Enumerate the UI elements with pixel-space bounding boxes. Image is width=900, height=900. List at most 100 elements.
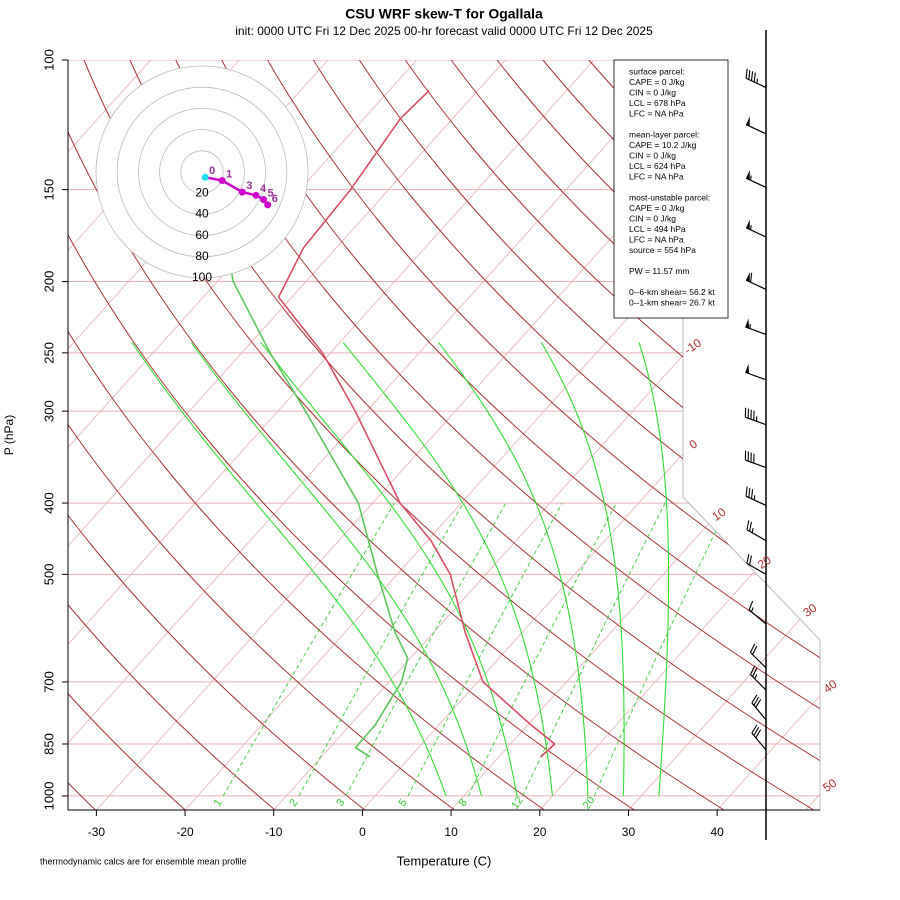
mixing-ratio-label: 5 (396, 797, 409, 809)
dewpoint-profile (229, 264, 409, 758)
isotherm-label: 0 (686, 436, 700, 451)
wind-barb (745, 116, 767, 135)
dry-adiabat (68, 60, 366, 810)
hodograph-background (96, 66, 308, 278)
info-line: surface parcel: (629, 66, 685, 76)
barb-half-feather (750, 225, 752, 230)
hodograph-ring-label: 60 (195, 228, 209, 242)
isotherm (68, 60, 595, 810)
y-tick-label: 250 (41, 342, 56, 364)
info-line: LFC = NA hPa (629, 171, 684, 181)
isotherm (628, 60, 820, 810)
hodograph-ring (180, 150, 224, 194)
y-tick-label: 1000 (41, 781, 56, 810)
x-tick-label: 40 (710, 825, 724, 839)
info-line: CAPE = 0 J/kg (629, 203, 685, 213)
barb-feather (749, 555, 752, 566)
isotherm (68, 60, 506, 810)
hodograph-height-label: 0 (209, 165, 215, 177)
x-tick-label: -30 (88, 825, 106, 839)
wind-barb (746, 520, 767, 542)
info-line: LCL = 494 hPa (629, 224, 686, 234)
mixing-ratio-label: 8 (457, 797, 470, 809)
wind-barb (745, 318, 767, 336)
isotherm-label: 40 (821, 677, 840, 696)
mixing-ratio-label: 3 (334, 797, 347, 809)
info-line: CAPE = 0 J/kg (629, 77, 685, 87)
hodograph-height-label: 6 (272, 193, 278, 205)
barb-staff (745, 459, 767, 469)
barb-staff (745, 124, 767, 135)
barb-feather (753, 696, 760, 706)
isotherm-label: 10 (709, 505, 728, 524)
info-line: most-unstable parcel: (629, 192, 710, 202)
wind-barb (749, 665, 767, 691)
barb-flag (746, 219, 750, 230)
hodograph-ring-label: 20 (195, 185, 209, 199)
barb-feather (753, 727, 760, 736)
y-tick-label: 700 (41, 671, 56, 693)
x-tick-label: -10 (265, 825, 283, 839)
wind-barb (751, 694, 767, 721)
barb-staff (745, 371, 767, 381)
x-tick-label: 20 (533, 825, 547, 839)
y-tick-label: 100 (41, 49, 56, 71)
barb-feather (745, 68, 748, 79)
wind-barb (748, 600, 767, 625)
barb-feather (751, 724, 758, 734)
moist-adiabat (638, 342, 670, 796)
barb-staff (751, 702, 767, 721)
info-line: CIN = 0 J/kg (629, 150, 676, 160)
info-line: LCL = 678 hPa (629, 98, 686, 108)
barb-staff (750, 674, 767, 691)
x-tick-label: -20 (176, 825, 194, 839)
info-line: CAPE = 10.2 J/kg (629, 140, 697, 150)
isotherm (716, 60, 820, 810)
hodograph-point (264, 201, 272, 209)
dry-adiabat (313, 60, 820, 810)
info-box-frame (613, 59, 729, 319)
barb-half-feather (753, 495, 756, 501)
isotherm-label: 50 (820, 776, 839, 795)
hodograph-point (218, 176, 226, 184)
hodograph-height-label: 4 (260, 183, 267, 195)
barb-flag (746, 116, 750, 127)
barb-feather (750, 489, 754, 499)
mixing-ratio-line (467, 502, 617, 797)
hodograph-ring-label: 80 (195, 249, 209, 263)
barb-feather (745, 486, 748, 497)
isotherm-label: -10 (682, 335, 705, 357)
barb-half-feather (751, 527, 754, 533)
hodograph-point (252, 191, 260, 199)
moist-adiabat (190, 342, 483, 797)
x-axis-label: Temperature (C) (397, 853, 492, 868)
x-tick-label: 0 (359, 825, 366, 839)
wind-barb (745, 219, 767, 238)
info-line: PW = 11.57 mm (629, 266, 690, 276)
mixing-ratio-line (222, 502, 395, 797)
barb-feather (749, 643, 756, 653)
footnote: thermodynamic calcs are for ensemble mea… (40, 856, 247, 866)
dry-adiabat (68, 60, 545, 810)
hodograph-ring (137, 108, 266, 236)
barb-feather (755, 699, 762, 708)
wind-barb (746, 553, 767, 575)
dry-adiabat (68, 60, 276, 810)
dry-adiabat (68, 60, 725, 810)
hodograph-ring-label: 100 (192, 270, 212, 284)
wind-barbs (744, 68, 767, 751)
barb-staff (745, 77, 767, 89)
dry-adiabat (267, 60, 820, 810)
info-line: LCL = 624 hPa (629, 161, 686, 171)
dry-adiabat (68, 60, 635, 810)
barb-half-feather (756, 78, 759, 84)
info-line: 0--6-km shear= 56.2 kt (629, 287, 715, 297)
dry-adiabat (450, 60, 820, 810)
hodograph-ring (116, 86, 288, 258)
x-tick-label: 30 (622, 825, 636, 839)
barb-flag (745, 318, 750, 329)
dry-adiabat (221, 60, 820, 810)
x-tick-label: 10 (444, 825, 458, 839)
